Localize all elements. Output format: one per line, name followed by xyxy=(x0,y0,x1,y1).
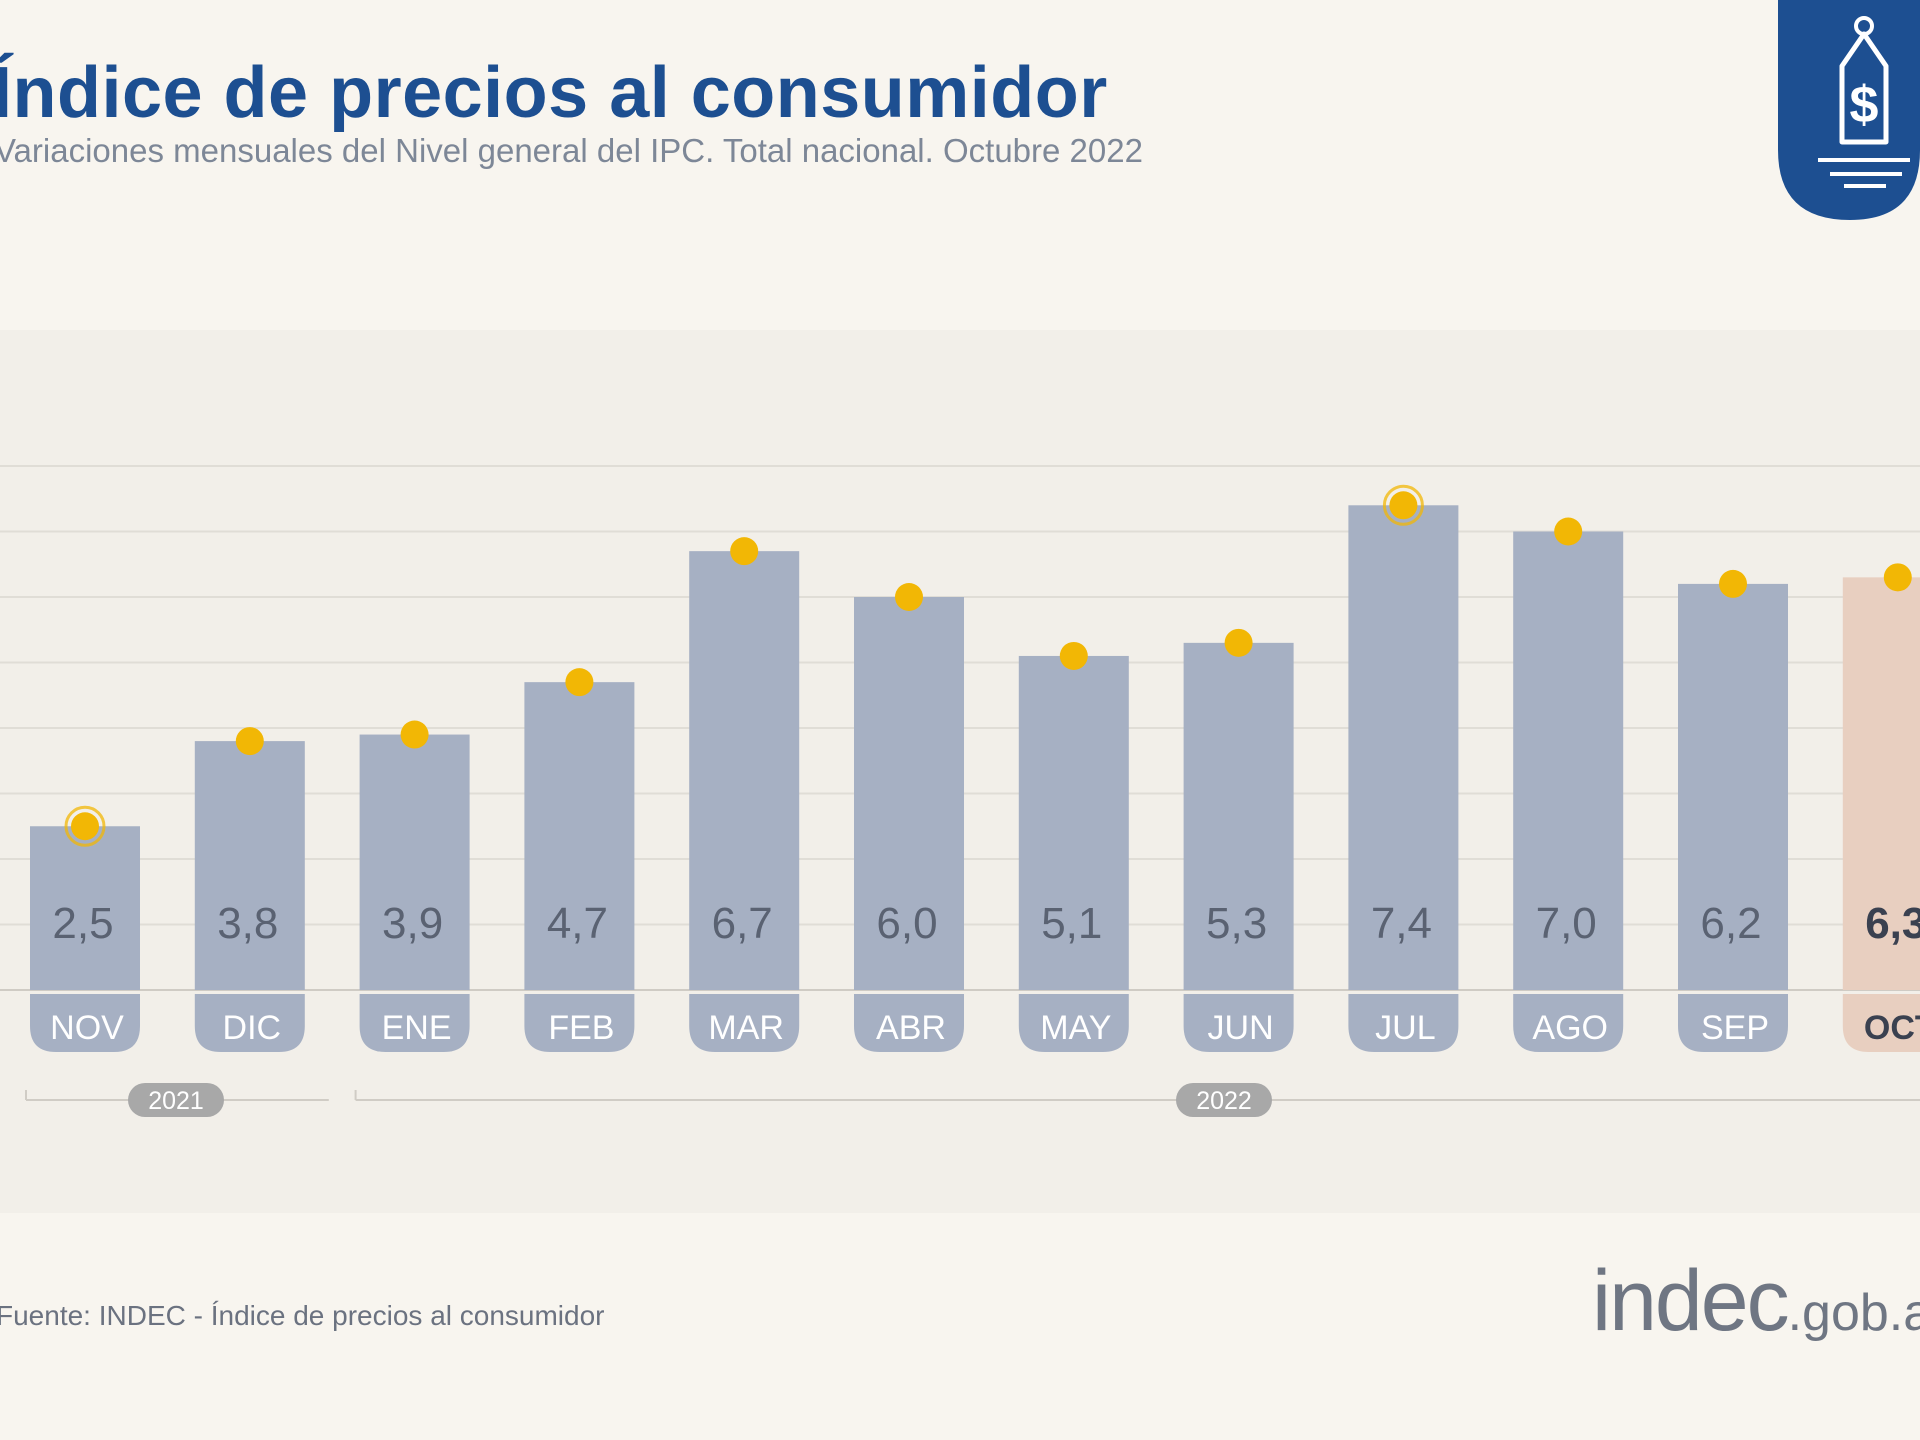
value-label: 5,3 xyxy=(1206,899,1267,948)
bar-jun xyxy=(1183,642,1294,990)
value-marker xyxy=(1389,491,1418,520)
month-label: ABR xyxy=(876,1009,946,1047)
month-pill xyxy=(1183,994,1294,1052)
month-pill xyxy=(1678,994,1788,1052)
value-label: 6,7 xyxy=(712,899,773,948)
bar-ene xyxy=(359,734,470,990)
value-label: 3,8 xyxy=(217,899,278,948)
brand-main: indec xyxy=(1592,1253,1790,1349)
bar-nov xyxy=(30,826,140,990)
month-label: JUN xyxy=(1208,1009,1274,1047)
value-marker xyxy=(1719,569,1747,598)
month-pill xyxy=(1018,994,1129,1052)
marker-halo xyxy=(1382,484,1424,526)
price-tag-dollar-icon: $ xyxy=(1778,0,1920,220)
month-pill xyxy=(30,994,140,1052)
brand-suffix: .gob.ar xyxy=(1787,1284,1920,1342)
value-label: 5,1 xyxy=(1041,899,1102,948)
value-marker xyxy=(400,720,429,749)
value-label: 7,4 xyxy=(1371,899,1432,948)
bar-oct xyxy=(1842,577,1920,990)
month-label: JUL xyxy=(1375,1009,1435,1047)
bar-may xyxy=(1018,655,1129,990)
value-label: 7,0 xyxy=(1536,899,1597,948)
bar-abr xyxy=(854,597,964,990)
marker-halo xyxy=(64,805,106,847)
value-marker xyxy=(1554,517,1583,546)
year-pill xyxy=(128,1083,224,1117)
svg-text:$: $ xyxy=(1850,76,1879,134)
value-label: 6,0 xyxy=(876,899,937,948)
chart-panel: 2,5 NOV 3,8 DIC 3,9 ENE 4,7 FEB 6,7 MAR 6,0 ABR 5,1 M… xyxy=(0,330,1920,1213)
value-label: 3,9 xyxy=(382,899,443,948)
month-label: DIC xyxy=(223,1009,282,1047)
value-label: 2,5 xyxy=(52,899,113,948)
value-marker xyxy=(565,668,594,697)
month-pill xyxy=(1842,994,1920,1052)
value-label: 6,3 xyxy=(1865,899,1920,948)
month-label: OCT xyxy=(1864,1009,1920,1047)
month-pill xyxy=(854,994,964,1052)
value-marker xyxy=(235,727,264,756)
value-marker xyxy=(71,812,99,841)
month-pill xyxy=(359,994,470,1052)
bar-jul xyxy=(1348,505,1459,990)
bar-mar xyxy=(689,551,800,990)
chart-subtitle: Variaciones mensuales del Nivel general … xyxy=(0,132,1143,169)
value-marker xyxy=(1224,628,1253,657)
month-label: AGO xyxy=(1532,1009,1608,1047)
year-label: 2022 xyxy=(1196,1087,1252,1115)
value-marker xyxy=(730,537,759,566)
source-note: Fuente: INDEC - Índice de precios al con… xyxy=(0,1300,605,1331)
year-pill xyxy=(1176,1083,1272,1117)
value-marker xyxy=(895,583,923,611)
month-pill xyxy=(194,994,305,1052)
month-pill xyxy=(1513,994,1624,1052)
indec-logo: indec.gob.ar xyxy=(1592,1258,1920,1344)
value-marker xyxy=(1883,563,1912,592)
value-label: 4,7 xyxy=(547,899,608,948)
bar-sep xyxy=(1678,583,1788,990)
chart-title: Índice de precios al consumidor xyxy=(0,53,1108,133)
month-label: MAY xyxy=(1040,1009,1111,1047)
value-label: 6,2 xyxy=(1700,899,1761,948)
month-pill xyxy=(689,994,800,1052)
month-pill xyxy=(1348,994,1459,1052)
bar-feb xyxy=(524,682,635,990)
month-label: ENE xyxy=(382,1009,452,1047)
month-label: SEP xyxy=(1701,1009,1769,1047)
bar-dic xyxy=(194,741,305,990)
month-pill xyxy=(524,994,635,1052)
month-label: MAR xyxy=(708,1009,784,1047)
bar-ago xyxy=(1513,531,1624,990)
ipc-bar-chart: 2,5 NOV 3,8 DIC 3,9 ENE 4,7 FEB 6,7 MAR 6,0 ABR 5,1 M… xyxy=(0,465,1920,1117)
month-label: NOV xyxy=(50,1009,124,1047)
value-marker xyxy=(1059,641,1088,670)
month-label: FEB xyxy=(548,1009,614,1047)
year-label: 2021 xyxy=(148,1087,204,1115)
